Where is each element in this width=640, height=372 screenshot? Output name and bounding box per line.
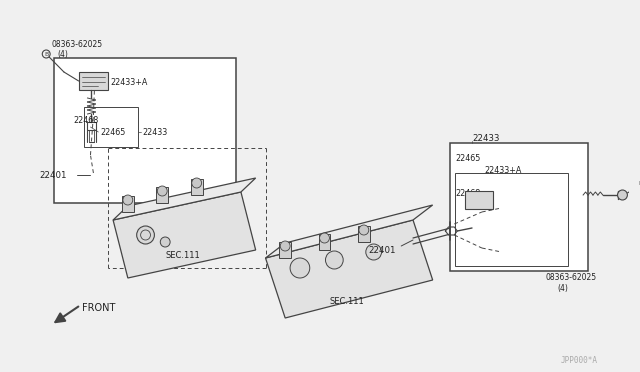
Polygon shape [113, 178, 255, 220]
Text: (4): (4) [57, 49, 68, 58]
Circle shape [326, 251, 343, 269]
Text: SEC.111: SEC.111 [165, 251, 200, 260]
Bar [122, 196, 134, 212]
Circle shape [359, 225, 369, 235]
Bar [279, 242, 291, 258]
Polygon shape [266, 220, 433, 318]
Text: B: B [44, 51, 49, 57]
Text: 08363-62025: 08363-62025 [51, 39, 102, 48]
Text: SEC.111: SEC.111 [330, 298, 364, 307]
Bar [156, 187, 168, 203]
Text: 22401: 22401 [369, 246, 396, 254]
Text: 22468: 22468 [455, 189, 481, 198]
Text: 08363-62025: 08363-62025 [546, 273, 597, 282]
Text: 22433+A: 22433+A [484, 166, 522, 174]
Text: 22433: 22433 [472, 134, 499, 142]
Text: 22433: 22433 [143, 128, 168, 137]
Polygon shape [79, 72, 108, 90]
Text: 22401: 22401 [39, 170, 67, 180]
Circle shape [157, 186, 167, 196]
Text: B: B [638, 180, 640, 186]
Polygon shape [266, 205, 433, 258]
Text: (4): (4) [557, 283, 568, 292]
Text: 22433+A: 22433+A [110, 77, 147, 87]
Circle shape [618, 190, 627, 200]
Bar [455, 173, 568, 266]
Polygon shape [113, 192, 255, 278]
Text: FRONT: FRONT [82, 303, 115, 313]
Text: 22468: 22468 [74, 115, 99, 125]
Circle shape [160, 237, 170, 247]
Circle shape [290, 258, 310, 278]
Bar [319, 234, 330, 250]
Circle shape [280, 241, 290, 251]
Bar [358, 226, 370, 242]
Circle shape [137, 226, 154, 244]
Bar [54, 58, 236, 203]
Text: JPP000*A: JPP000*A [561, 356, 598, 365]
Bar [451, 143, 588, 271]
Circle shape [319, 233, 330, 243]
Bar [84, 107, 138, 147]
Circle shape [366, 244, 381, 260]
Text: 22465: 22465 [100, 128, 125, 137]
Bar [191, 179, 203, 195]
Circle shape [123, 195, 132, 205]
Bar [465, 191, 493, 209]
Text: 22465: 22465 [455, 154, 481, 163]
Circle shape [192, 178, 202, 188]
